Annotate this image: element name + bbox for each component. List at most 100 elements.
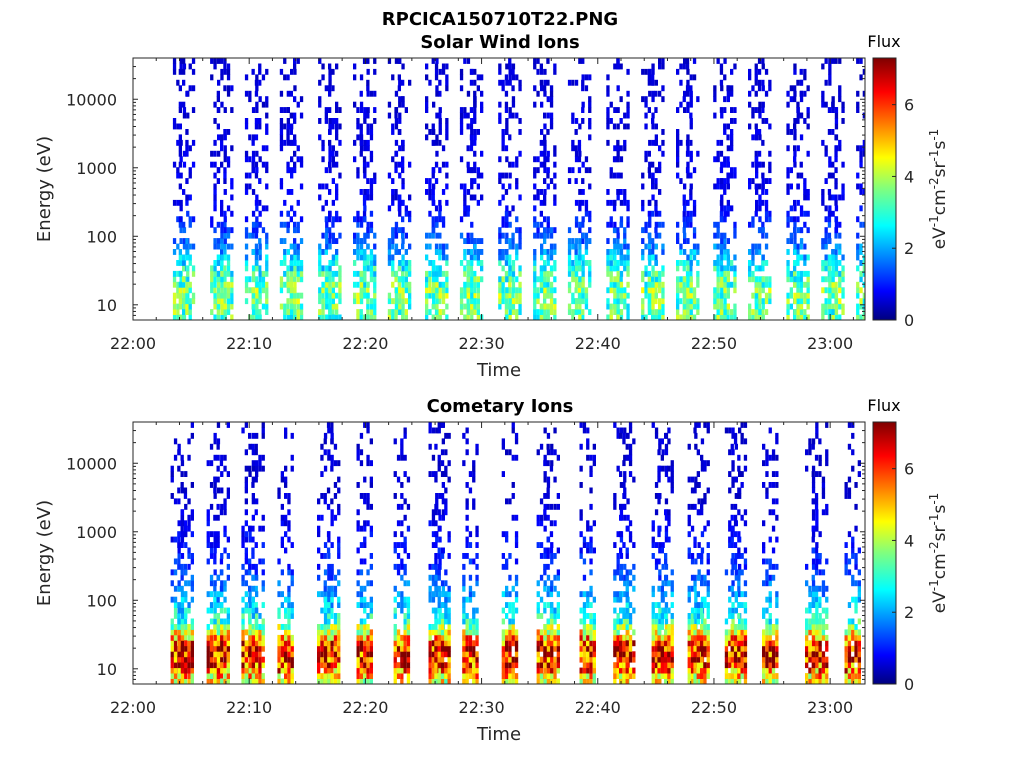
heatmap-cell (373, 303, 377, 310)
heatmap-cell (425, 63, 429, 70)
heatmap-cell (466, 90, 471, 97)
heatmap-cell (716, 254, 720, 261)
heatmap-cell (330, 520, 334, 527)
heatmap-cell (213, 629, 217, 636)
heatmap-cell (178, 281, 182, 288)
heatmap-cell (182, 303, 187, 310)
heatmap-cell (793, 145, 797, 152)
heatmap-cell (803, 314, 807, 320)
heatmap-cell (719, 260, 724, 266)
heatmap-cell (398, 172, 402, 179)
heatmap-cell (578, 221, 582, 228)
heatmap-cell (546, 129, 550, 135)
heatmap-cell (793, 298, 797, 305)
heatmap-cell (180, 629, 185, 636)
heatmap-cell (220, 281, 224, 288)
heatmap-cell (761, 58, 765, 64)
heatmap-cell (730, 139, 734, 146)
heatmap-cell (393, 662, 397, 669)
heatmap-cell (515, 309, 519, 315)
heatmap-cell (616, 194, 620, 201)
heatmap-cell (623, 232, 627, 239)
heatmap-cell (574, 303, 579, 310)
heatmap-cell (330, 574, 334, 581)
heatmap-cell (284, 607, 288, 614)
heatmap-cell (588, 101, 592, 108)
heatmap-cell (261, 624, 265, 630)
heatmap-cell (185, 145, 189, 152)
heatmap-cell (676, 129, 680, 135)
heatmap-cell (373, 232, 377, 239)
heatmap-cell (223, 68, 227, 75)
heatmap-cell (435, 309, 439, 315)
heatmap-cell (689, 85, 693, 92)
heatmap-cell (689, 96, 693, 103)
heatmap-cell (683, 90, 687, 97)
heatmap-cell (293, 58, 297, 64)
heatmap-cell (241, 574, 245, 581)
heatmap-cell (856, 216, 860, 223)
heatmap-cell (213, 314, 217, 320)
heatmap-cell (356, 254, 360, 261)
heatmap-cell (213, 265, 217, 272)
heatmap-cell (504, 238, 509, 244)
heatmap-cell (654, 276, 658, 283)
heatmap-cell (406, 656, 411, 663)
heatmap-cell (578, 314, 582, 320)
heatmap-cell (363, 422, 367, 428)
heatmap-cell (176, 139, 180, 146)
heatmap-cell (258, 634, 262, 641)
heatmap-cell (261, 270, 266, 277)
heatmap-cell (515, 276, 519, 283)
heatmap-cell (676, 156, 680, 163)
heatmap-cell (172, 281, 177, 288)
heatmap-cell (764, 309, 769, 315)
heatmap-cell (626, 314, 630, 320)
heatmap-cell (241, 531, 245, 538)
heatmap-cell (327, 645, 331, 652)
heatmap-cell (331, 270, 335, 277)
heatmap-cell (508, 134, 512, 141)
heatmap-cell (226, 493, 230, 499)
heatmap-cell (828, 287, 832, 294)
heatmap-cell (543, 68, 547, 75)
heatmap-cell (217, 243, 221, 250)
heatmap-cell (511, 276, 515, 283)
heatmap-cell (213, 432, 217, 439)
heatmap-cell (406, 640, 411, 647)
heatmap-cell (651, 292, 655, 299)
heatmap-cell (330, 454, 334, 461)
heatmap-cell (356, 525, 360, 532)
heatmap-cell (393, 667, 397, 674)
heatmap-cell (676, 150, 680, 157)
heatmap-cell (176, 303, 180, 310)
heatmap-cell (182, 276, 186, 283)
heatmap-cell (359, 145, 364, 152)
heatmap-cell (654, 292, 658, 299)
heatmap-cell (398, 96, 402, 103)
heatmap-cell (473, 281, 477, 288)
y-tick-label: 100 (86, 227, 117, 246)
heatmap-cell (504, 309, 509, 315)
heatmap-cell (261, 629, 265, 636)
heatmap-cell (335, 189, 339, 195)
heatmap-cell (331, 216, 335, 223)
heatmap-cell (644, 221, 648, 228)
heatmap-cell (366, 298, 370, 305)
heatmap-cell (401, 96, 405, 103)
heatmap-cell (400, 493, 404, 499)
heatmap-cell (480, 276, 484, 283)
heatmap-cell (434, 574, 438, 581)
heatmap-cell (748, 90, 752, 97)
heatmap-cell (661, 63, 665, 70)
heatmap-cell (838, 90, 842, 97)
heatmap-cell (387, 243, 392, 250)
heatmap-cell (431, 651, 436, 658)
heatmap-cell (574, 221, 579, 228)
heatmap-cell (654, 270, 658, 277)
heatmap-cell (244, 487, 248, 494)
heatmap-cell (828, 281, 832, 288)
heatmap-cell (574, 79, 579, 86)
heatmap-cell (230, 270, 234, 277)
heatmap-cell (369, 482, 373, 488)
